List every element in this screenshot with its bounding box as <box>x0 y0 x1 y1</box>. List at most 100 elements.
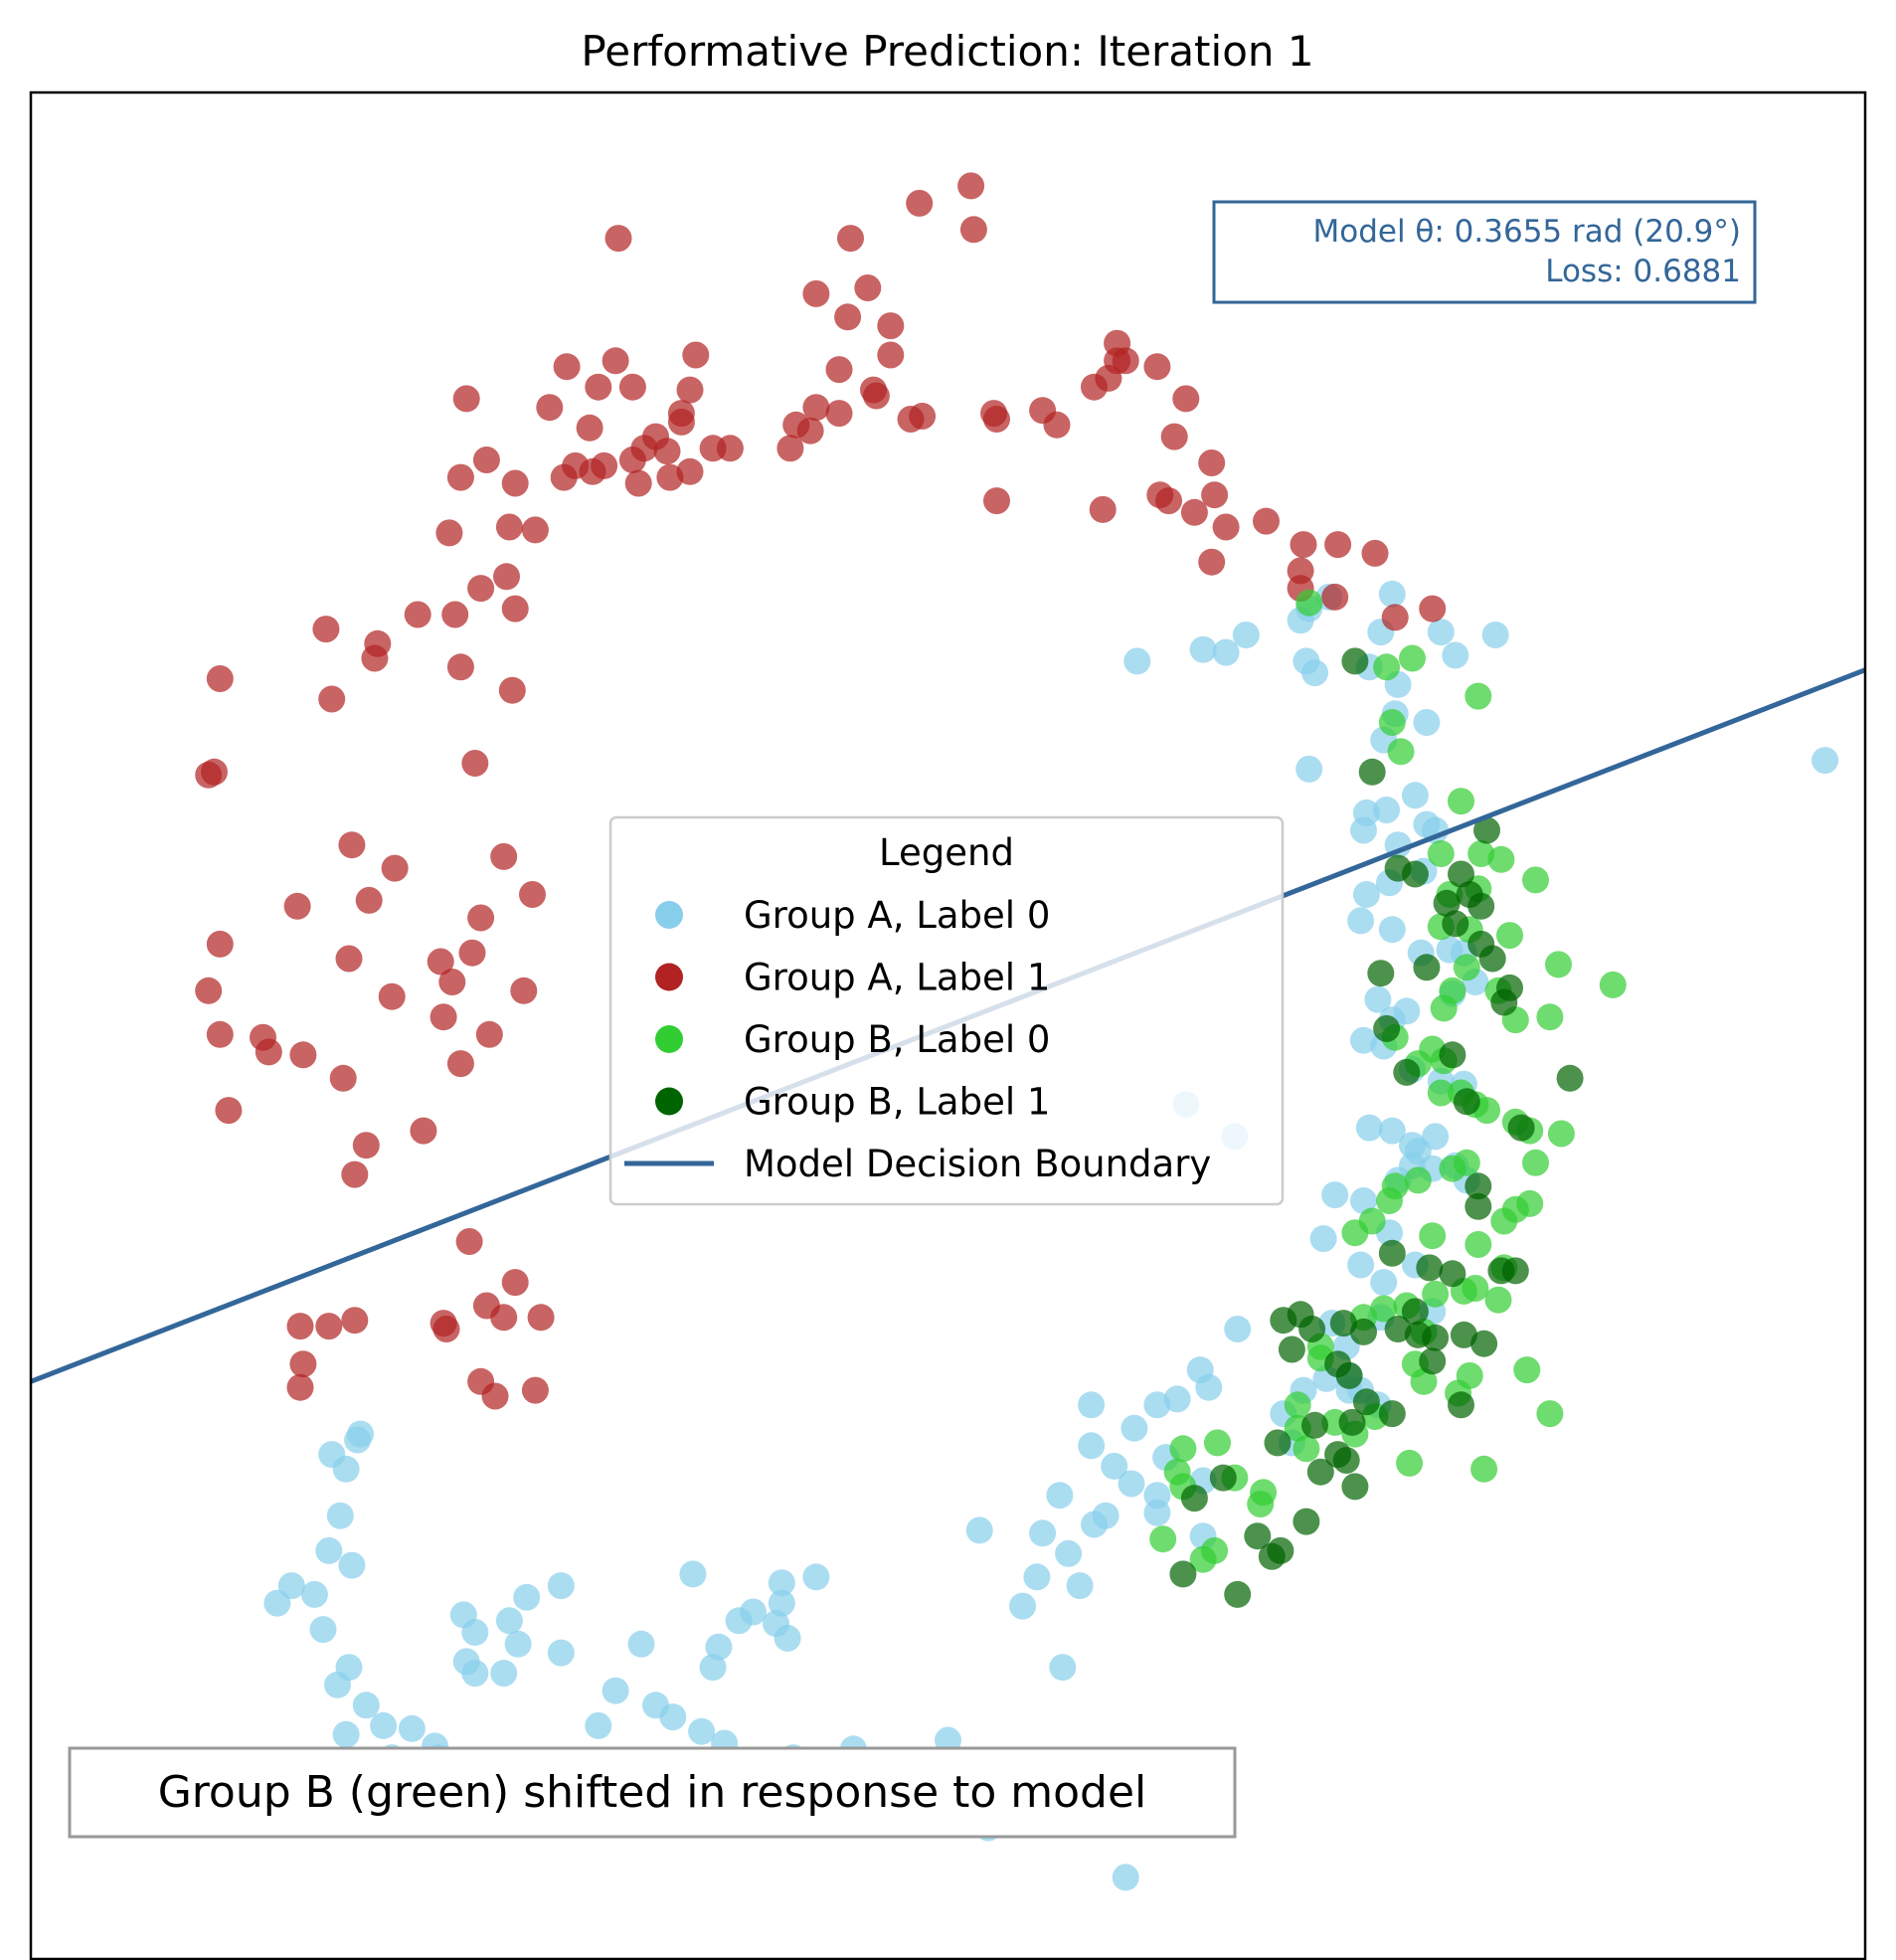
data-point <box>341 1307 369 1335</box>
data-point <box>1442 910 1469 938</box>
data-point <box>1378 1400 1406 1428</box>
data-point <box>667 400 695 428</box>
data-point <box>1364 985 1392 1013</box>
data-point <box>1439 1041 1466 1069</box>
data-point <box>510 977 538 1004</box>
data-point <box>1295 589 1323 617</box>
data-point <box>1089 495 1117 523</box>
data-point <box>309 1616 337 1644</box>
data-point <box>215 1097 243 1125</box>
data-point <box>825 356 853 384</box>
data-point <box>1341 1473 1369 1501</box>
data-point <box>1387 738 1415 766</box>
data-point <box>1419 1222 1447 1250</box>
data-point <box>206 665 234 692</box>
data-point <box>504 1630 532 1658</box>
data-point <box>341 1160 369 1188</box>
data-point <box>1430 994 1458 1022</box>
data-point <box>604 225 632 253</box>
data-point <box>1556 1064 1584 1092</box>
data-point <box>344 1426 372 1454</box>
data-point <box>467 904 495 932</box>
data-point <box>481 1382 509 1410</box>
data-point <box>475 1020 503 1048</box>
data-point <box>983 406 1010 433</box>
data-point <box>1009 1592 1036 1620</box>
data-point <box>332 1455 360 1483</box>
data-point <box>768 1589 795 1617</box>
data-point <box>1055 1539 1083 1567</box>
data-point <box>352 1692 380 1719</box>
legend-label: Group A, Label 1 <box>744 957 1050 999</box>
data-point <box>1465 682 1492 710</box>
data-point <box>1478 945 1506 973</box>
data-point <box>1078 1391 1106 1419</box>
data-point <box>877 341 905 369</box>
data-point <box>441 601 469 628</box>
data-point <box>1378 1239 1406 1267</box>
data-point <box>1143 1391 1171 1419</box>
data-point <box>352 1132 380 1159</box>
data-point <box>263 1589 291 1617</box>
data-point <box>1352 881 1380 908</box>
data-point <box>1120 1414 1148 1442</box>
data-point <box>435 519 463 547</box>
data-point <box>1306 1458 1334 1486</box>
data-point <box>1324 1441 1352 1469</box>
data-point <box>1439 1155 1466 1182</box>
data-point <box>618 373 646 401</box>
data-point <box>381 854 409 882</box>
data-point <box>1513 1356 1541 1384</box>
data-point <box>404 601 431 628</box>
data-point <box>1209 1464 1237 1492</box>
data-point <box>1350 816 1377 844</box>
model-info-box: Model θ: 0.3655 rad (20.9°) Loss: 0.6881 <box>1212 200 1757 304</box>
data-point <box>329 1064 357 1092</box>
data-point <box>1112 1864 1139 1891</box>
series-group-a-label-1 <box>195 172 1447 1410</box>
data-point <box>1212 513 1240 541</box>
data-point <box>338 1551 366 1579</box>
data-point <box>1278 1336 1305 1363</box>
data-point <box>1401 1298 1429 1326</box>
data-point <box>527 1304 555 1332</box>
data-point <box>1490 988 1518 1016</box>
legend-label: Model Decision Boundary <box>744 1143 1211 1185</box>
data-point <box>1367 960 1395 987</box>
data-point <box>1204 1429 1231 1457</box>
data-point <box>1427 840 1455 867</box>
data-point <box>289 1041 317 1069</box>
data-point <box>521 1376 549 1404</box>
data-point <box>906 189 934 217</box>
data-point <box>1118 1470 1145 1498</box>
data-point <box>1143 353 1171 381</box>
data-point <box>1416 1254 1444 1282</box>
data-point <box>682 341 710 369</box>
data-point <box>1370 1269 1398 1297</box>
data-point <box>513 1583 541 1611</box>
data-point <box>1295 755 1323 783</box>
data-point <box>1481 622 1509 648</box>
data-point <box>461 750 489 777</box>
note-box: Group B (green) shifted in response to m… <box>68 1746 1237 1839</box>
data-point <box>501 595 529 623</box>
data-point <box>1049 1654 1077 1682</box>
data-point <box>501 469 529 497</box>
data-point <box>490 1660 518 1688</box>
data-point <box>493 563 520 591</box>
data-point <box>959 216 987 244</box>
data-point <box>1046 1482 1074 1510</box>
data-point <box>332 1720 360 1748</box>
data-point <box>782 411 810 439</box>
data-point <box>550 463 578 491</box>
data-point <box>206 1020 234 1048</box>
data-point <box>1224 1580 1252 1608</box>
data-point <box>467 575 495 603</box>
chart-title: Performative Prediction: Iteration 1 <box>581 27 1313 76</box>
data-point <box>1350 1318 1377 1345</box>
data-point <box>206 930 234 958</box>
data-point <box>1545 951 1572 979</box>
note-text: Group B (green) shifted in response to m… <box>158 1767 1147 1818</box>
data-point <box>1496 922 1523 950</box>
data-point <box>1381 604 1409 631</box>
